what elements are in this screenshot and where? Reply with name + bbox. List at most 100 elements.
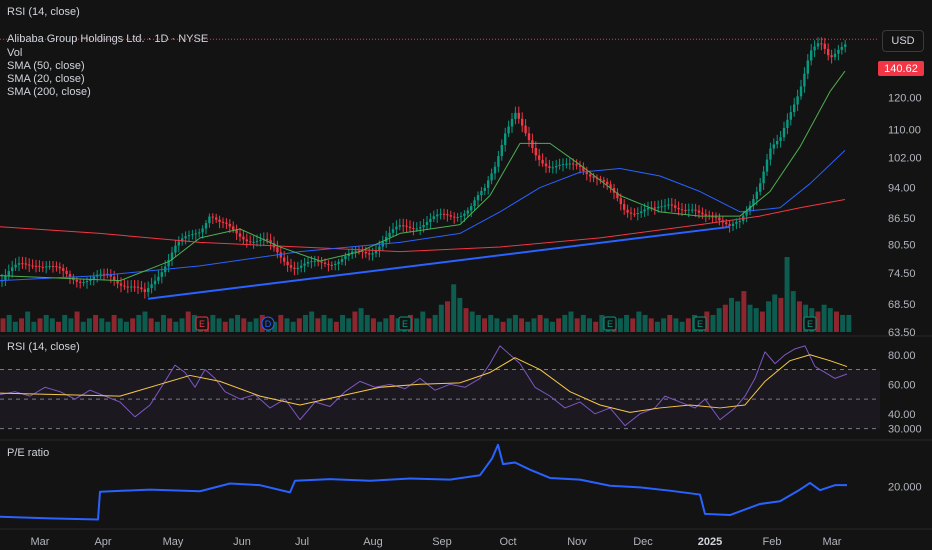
volume-bar: [315, 318, 321, 332]
earnings-marker[interactable]: [261, 316, 275, 331]
candle-body: [449, 215, 452, 217]
legend-sma50[interactable]: SMA (50, close): [7, 60, 85, 72]
volume-bar: [778, 297, 784, 332]
volume-bar: [722, 304, 728, 332]
candle-body: [21, 263, 24, 265]
volume-bar: [469, 311, 475, 332]
candle-body: [99, 273, 102, 275]
currency-button[interactable]: USD: [882, 30, 924, 52]
candle-body: [422, 225, 425, 228]
earnings-marker-label: E: [402, 319, 408, 329]
candle-body: [806, 60, 809, 74]
candle-body: [157, 276, 160, 281]
candle-body: [837, 49, 840, 54]
candle-body: [306, 262, 310, 264]
volume-bar: [123, 321, 129, 332]
candle-body: [803, 73, 806, 87]
candle-body: [89, 279, 92, 281]
legend-sma20[interactable]: SMA (20, close): [7, 73, 85, 85]
time-axis-label: Oct: [499, 536, 516, 548]
candle-body: [415, 228, 418, 230]
earnings-marker[interactable]: [603, 316, 617, 331]
candle-body: [786, 119, 789, 129]
volume-bar: [759, 311, 765, 332]
candle-body: [830, 55, 833, 58]
candle-body: [677, 207, 680, 210]
earnings-marker[interactable]: [803, 316, 817, 331]
candle-body: [555, 165, 558, 168]
candle-body: [259, 239, 262, 241]
candle-body: [177, 241, 180, 246]
volume-bar: [741, 291, 747, 332]
candle-body: [364, 251, 367, 254]
candle-body: [106, 273, 109, 275]
candle-body: [374, 250, 378, 254]
candle-body: [548, 166, 551, 168]
candle-body: [629, 212, 633, 214]
volume-bar: [747, 304, 753, 332]
volume-bar: [148, 318, 154, 332]
candle-body: [490, 173, 493, 181]
volume-bar: [340, 314, 346, 332]
candle-body: [640, 211, 643, 214]
volume-bar: [661, 318, 667, 332]
volume-bar: [12, 321, 18, 332]
candle-body: [279, 252, 282, 258]
candle-body: [266, 238, 269, 241]
candle-body: [255, 240, 259, 242]
earnings-marker[interactable]: [693, 316, 707, 331]
volume-bar: [432, 314, 438, 332]
earnings-marker[interactable]: [195, 316, 209, 331]
candle-body: [201, 228, 204, 233]
candle-body: [252, 241, 255, 243]
volume-bar: [272, 321, 278, 332]
volume-bar: [49, 318, 55, 332]
time-axis-label: Jun: [233, 536, 251, 548]
earnings-marker[interactable]: [398, 316, 412, 331]
price-axis-tick: 63.50: [888, 327, 916, 339]
volume-bar: [599, 314, 605, 332]
candle-body: [313, 260, 316, 262]
candle-body: [85, 280, 89, 283]
volume-bar: [278, 314, 284, 332]
volume-bar: [766, 301, 772, 332]
volume-bar: [191, 314, 197, 332]
volume-bar: [580, 314, 586, 332]
candle-body: [153, 280, 157, 285]
volume-bar: [377, 321, 383, 332]
volume-bar: [93, 314, 99, 332]
last-price-tag: 140.62: [878, 61, 924, 76]
candle-body: [238, 233, 242, 237]
legend-vol[interactable]: Vol: [7, 47, 23, 59]
volume-bar: [80, 321, 86, 332]
volume-bar: [556, 318, 562, 332]
volume-bar: [117, 318, 123, 332]
volume-bar: [549, 321, 555, 332]
volume-bar: [636, 311, 642, 332]
candle-body: [568, 163, 571, 165]
legend-sma200[interactable]: SMA (200, close): [7, 86, 91, 98]
candle-body: [759, 183, 762, 192]
volume-bar: [253, 318, 259, 332]
price-axis-tick: 68.50: [888, 299, 916, 311]
candle-body: [551, 167, 554, 169]
candle-body: [337, 261, 340, 264]
candle-body: [208, 216, 211, 224]
candle-body: [398, 225, 401, 227]
candle-body: [738, 220, 741, 222]
rsi-axis-tick: 80.00: [888, 350, 916, 362]
candle-body: [402, 225, 405, 227]
price-axis-tick: 110.00: [888, 125, 921, 137]
candle-body: [82, 282, 85, 284]
candle-body: [643, 209, 646, 212]
volume-bar: [543, 318, 549, 332]
rsi-axis-tick: 60.00: [888, 379, 916, 391]
candle-body: [92, 276, 95, 280]
candle-body: [293, 267, 296, 270]
volume-bar: [235, 314, 241, 332]
candle-body: [109, 274, 112, 277]
volume-bar: [679, 321, 685, 332]
candle-body: [725, 222, 728, 225]
candle-body: [405, 225, 408, 227]
